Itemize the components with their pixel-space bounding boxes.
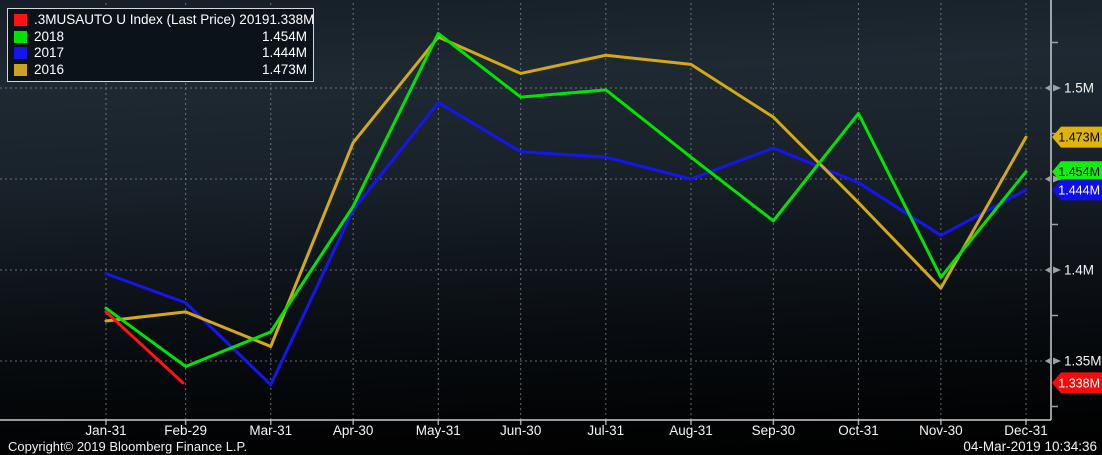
legend-last-value: 1.338M (269, 11, 315, 27)
timestamp-text: 04-Mar-2019 10:34:36 (963, 439, 1097, 454)
last-price-badge (1052, 126, 1102, 148)
last-price-badge (1052, 161, 1102, 183)
y-axis-label: 1.4M (1064, 263, 1094, 278)
legend-row-2017[interactable]: 2017 1.444M (14, 45, 307, 61)
legend: .3MUSAUTO U Index (Last Price) 2019 1.33… (7, 8, 314, 82)
last-price-badge (1052, 179, 1102, 201)
legend-label: 2018 (34, 28, 65, 44)
legend-last-value: 1.473M (261, 62, 307, 78)
series-line-2016 (104, 35, 1028, 348)
legend-row-2019[interactable]: .3MUSAUTO U Index (Last Price) 2019 1.33… (14, 11, 314, 28)
y-tick-arrow-icon (1045, 357, 1051, 365)
last-price-badge-label: 1.454M (1058, 165, 1100, 179)
x-axis-label: May-31 (416, 423, 461, 438)
x-axis-label: Jun-30 (500, 423, 541, 438)
legend-last-value: 1.454M (261, 28, 307, 44)
legend-label: .3MUSAUTO U Index (Last Price) 2019 (34, 11, 270, 27)
y-tick-arrow-icon (1053, 266, 1061, 274)
legend-last-value: 1.444M (261, 45, 307, 61)
legend-label: 2016 (34, 62, 65, 78)
x-axis-label: Feb-29 (164, 423, 207, 438)
last-price-badge-label: 1.473M (1058, 131, 1100, 145)
series-color-chip-2017 (14, 47, 27, 60)
legend-row-2018[interactable]: 2018 1.454M (14, 29, 307, 45)
series-color-chip-2018 (14, 30, 27, 43)
x-axis-label: Jul-31 (587, 423, 624, 438)
series-line-2018 (104, 31, 1028, 368)
x-axis-label: Jan-31 (85, 423, 126, 438)
last-price-badge-label: 1.338M (1058, 376, 1100, 390)
series-color-chip-2016 (14, 64, 27, 77)
legend-row-2016[interactable]: 2016 1.473M (14, 62, 307, 78)
x-axis-label: Sep-30 (752, 423, 796, 438)
x-axis-label: Apr-30 (333, 423, 374, 438)
y-tick-arrow-icon (1045, 175, 1051, 183)
series-line-2019 (104, 310, 185, 385)
last-price-badge (1052, 372, 1102, 394)
x-axis-label: Dec-31 (1004, 423, 1048, 438)
y-tick-arrow-icon (1053, 175, 1061, 183)
y-tick-arrow-icon (1053, 84, 1061, 92)
y-tick-arrow-icon (1053, 357, 1061, 365)
y-tick-arrow-icon (1045, 84, 1051, 92)
copyright-text: Copyright© 2019 Bloomberg Finance L.P. (8, 439, 248, 454)
x-axis-label: Nov-30 (919, 423, 963, 438)
x-axis-label: Mar-31 (249, 423, 292, 438)
x-axis-label: Oct-31 (838, 423, 879, 438)
y-axis-label: 1.35M (1064, 354, 1102, 369)
last-price-badge-label: 1.444M (1058, 183, 1100, 197)
y-axis-label: 1.5M (1064, 81, 1094, 96)
series-color-chip-2019 (14, 13, 27, 26)
series-line-2017 (104, 101, 1028, 387)
y-tick-arrow-icon (1045, 266, 1051, 274)
x-axis-label: Aug-31 (669, 423, 713, 438)
legend-label: 2017 (34, 45, 65, 61)
